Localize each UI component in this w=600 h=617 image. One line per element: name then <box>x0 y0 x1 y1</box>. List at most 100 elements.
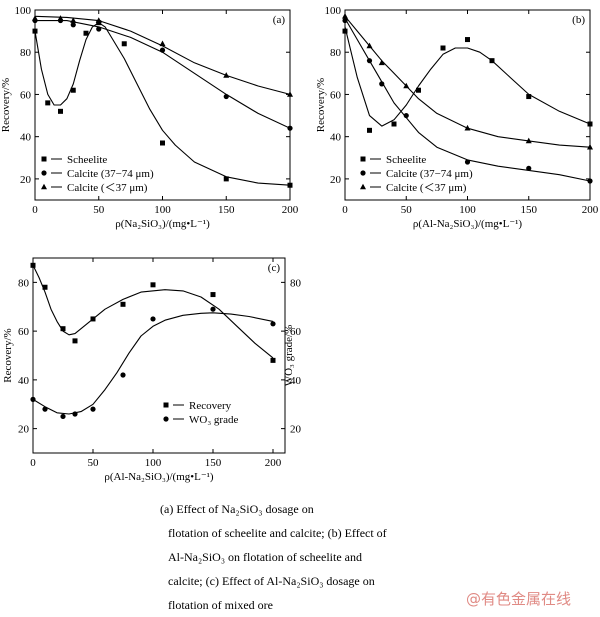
y-tick-label: 20 <box>330 174 342 186</box>
data-point-square <box>342 28 348 34</box>
data-point-circle <box>96 26 102 32</box>
x-tick-label: 200 <box>282 204 299 216</box>
x-axis-label: ρ(Al-Na₂SiO₃)/(mg•L⁻¹) <box>104 471 214 483</box>
y-tick-label: 80 <box>330 47 342 59</box>
data-point-circle <box>526 165 532 171</box>
data-point-square <box>58 108 63 114</box>
legend-label: Calcite (＜37 μm) <box>67 182 148 194</box>
data-point-circle <box>270 321 276 327</box>
data-point-circle <box>223 93 229 100</box>
legend-label: Recovery <box>189 400 232 412</box>
series-line-2 <box>344 18 591 182</box>
caption-line: flotation of mixed ore <box>168 598 273 612</box>
x-tick-label: 50 <box>401 204 413 216</box>
watermark: @有色金属在线 <box>466 590 572 608</box>
data-point-square <box>121 41 127 47</box>
legend-marker-circle <box>163 416 169 422</box>
y-right-tick-label: 40 <box>290 375 302 387</box>
data-point-square <box>287 182 293 188</box>
data-point-triangle <box>342 13 348 19</box>
y-axis-label: Recovery/% <box>315 78 327 132</box>
data-point-square <box>30 262 36 268</box>
data-point-circle <box>159 47 166 53</box>
series-line-2 <box>32 312 274 415</box>
data-point-square <box>150 282 156 288</box>
data-point-square <box>72 338 78 344</box>
data-point-circle <box>150 316 156 322</box>
x-axis-label: ρ(Al-Na₂SiO₃)/(mg•L⁻¹) <box>413 218 523 230</box>
data-point-square <box>270 357 276 363</box>
legend-marker-square <box>360 156 366 162</box>
legend-label: Calcite (37−74 μm) <box>67 168 154 180</box>
x-tick-label: 100 <box>459 204 476 216</box>
legend-marker-circle <box>360 170 366 176</box>
legend-marker-triangle <box>360 183 366 190</box>
data-point-triangle <box>95 17 102 23</box>
data-point-square <box>210 292 216 298</box>
data-point-square <box>587 121 593 127</box>
caption-line: calcite; (c) Effect of Al-Na₂SiO₃ dosage… <box>168 574 375 588</box>
y-tick-label: 40 <box>18 375 30 387</box>
data-point-circle <box>60 413 66 420</box>
x-tick-label: 150 <box>521 204 538 216</box>
data-point-circle <box>30 396 36 402</box>
data-point-square <box>90 316 96 322</box>
data-point-triangle <box>32 15 38 21</box>
y-tick-label: 20 <box>20 174 32 186</box>
data-point-square <box>440 45 446 51</box>
data-point-triangle <box>525 137 532 144</box>
y-tick-label: 100 <box>325 5 342 17</box>
data-point-square <box>465 37 470 43</box>
data-point-square <box>120 301 126 307</box>
y-tick-label: 40 <box>330 132 342 144</box>
data-point-circle <box>90 406 96 412</box>
data-point-circle <box>210 306 216 312</box>
data-point-square <box>489 58 495 64</box>
panel-label: (a) <box>273 14 286 26</box>
y-tick-label: 60 <box>18 326 30 338</box>
data-point-triangle <box>464 124 471 131</box>
y-tick-label: 100 <box>15 5 32 17</box>
data-point-triangle <box>57 15 64 21</box>
caption-line: flotation of scheelite and calcite; (b) … <box>168 526 387 540</box>
x-tick-label: 0 <box>30 457 36 469</box>
data-point-triangle <box>403 82 410 89</box>
data-point-square <box>367 127 372 133</box>
legend-marker-square <box>41 156 47 162</box>
data-point-square <box>60 326 66 332</box>
data-point-triangle <box>378 59 385 66</box>
data-point-circle <box>287 125 293 131</box>
data-point-square <box>32 28 38 34</box>
panel-label: (b) <box>572 14 585 26</box>
data-point-triangle <box>70 17 77 23</box>
y-tick-label: 60 <box>20 89 32 101</box>
data-point-square <box>416 87 421 93</box>
data-point-square <box>42 284 48 290</box>
y-right-tick-label: 80 <box>290 277 302 289</box>
legend-label: Calcite (＜37 μm) <box>386 182 467 194</box>
data-point-triangle <box>159 40 166 47</box>
data-point-circle <box>587 178 593 184</box>
data-point-triangle <box>287 91 293 97</box>
y-tick-label: 60 <box>330 89 342 101</box>
x-tick-label: 150 <box>205 457 222 469</box>
legend-label: Calcite (37−74 μm) <box>386 168 473 180</box>
data-point-circle <box>42 406 48 412</box>
chart-c-mixed-ore-al-na2sio3: 0 50 100 150 200 20 40 60 80 20 40 60 80 (c) ρ(Al-Na₂S… <box>2 257 302 483</box>
y-tick-label: 40 <box>20 132 32 144</box>
legend-label: WO₃ grade <box>189 414 238 426</box>
chart-b-scheelite-calcite-al-na2sio3: 0 50 100 150 200 20 40 60 80 100 (b) ρ(Al-Na₂SiO₃)/… <box>315 5 599 230</box>
legend-marker-triangle <box>41 183 47 190</box>
legend-marker-circle <box>41 170 47 176</box>
data-point-square <box>83 30 89 36</box>
y-tick-label: 20 <box>18 424 30 436</box>
data-point-square <box>45 100 51 106</box>
series-line-1 <box>344 26 591 127</box>
data-point-triangle <box>587 143 593 150</box>
data-point-circle <box>72 411 78 417</box>
chart-a-scheelite-calcite-na2sio3: 0 50 100 150 200 20 40 60 80 100 (a) ρ(Na₂SiO₃)/(mg… <box>0 5 299 230</box>
y-tick-label: 80 <box>18 277 30 289</box>
plot-frame <box>32 257 286 454</box>
series-line-1 <box>32 265 274 359</box>
y-axis-label: Recovery/% <box>0 78 12 132</box>
